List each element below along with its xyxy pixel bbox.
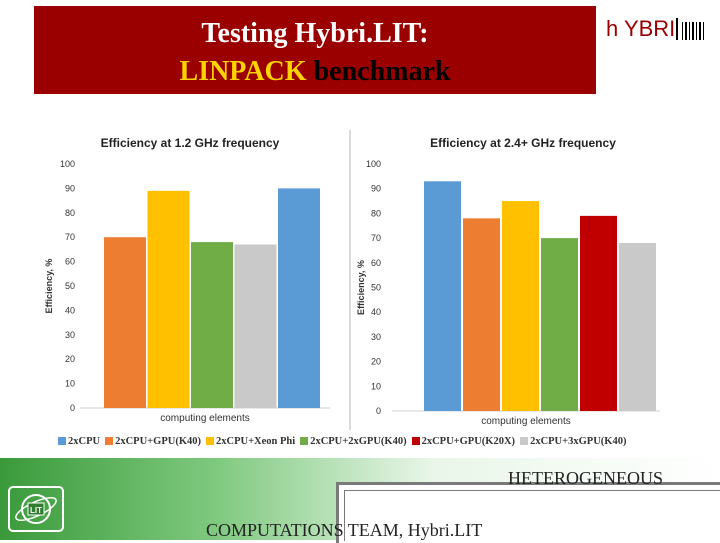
y-tick-label: 80: [371, 208, 381, 218]
bar-2xcpu: [278, 188, 320, 408]
logo-text: h YBRI: [606, 16, 676, 41]
legend-swatch: [105, 437, 114, 445]
barcode-icon: [676, 18, 704, 40]
y-axis-label: Efficiency, %: [356, 260, 366, 315]
y-tick-label: 70: [371, 233, 381, 243]
bar-2xcpu-xeon-phi: [502, 201, 539, 411]
legend-swatch: [205, 437, 214, 445]
y-tick-label: 60: [65, 257, 75, 267]
title-rest: benchmark: [306, 56, 451, 87]
legend-item: 2xCPU+GPU(K40): [105, 436, 201, 447]
y-axis-label: Efficiency, %: [44, 259, 54, 314]
legend-label: 2xCPU+GPU(K40): [115, 435, 201, 447]
footer-title-line1: HETEROGENEOUS: [508, 468, 663, 488]
charts-area: Efficiency at 1.2 GHz frequency 0 10 20 30 40…: [44, 130, 660, 430]
footer-frame: [336, 482, 720, 543]
footer-frame-inner: [344, 490, 720, 541]
legend-label: 2xCPU: [68, 435, 101, 447]
bar-2xcpu-2xgpu-k40-: [541, 238, 578, 411]
bar-2xcpu-3xgpu-k40-: [234, 244, 277, 408]
y-tick-label: 50: [65, 281, 75, 291]
bar-2xcpu-xeon-phi: [147, 190, 190, 408]
y-tick-label: 20: [65, 354, 75, 364]
x-axis-label: computing elements: [481, 416, 571, 427]
y-tick-label: 90: [371, 184, 381, 194]
y-tick-label: 100: [60, 159, 75, 169]
y-tick-label: 90: [65, 183, 75, 193]
title-highlight: LINPACK: [179, 56, 307, 87]
legend-swatch: [520, 437, 529, 445]
legend-item: 2xCPU+GPU(K20X): [411, 435, 516, 447]
bar-2xcpu-gpu-k20x-: [580, 215, 617, 411]
y-tick-label: 100: [366, 159, 381, 169]
y-tick-label: 0: [70, 403, 75, 413]
y-tick-label: 30: [371, 332, 381, 342]
lit-logo-icon: LIT: [8, 486, 64, 532]
chart-divider: [349, 130, 351, 430]
legend-item: 2xCPU+Xeon Phi: [205, 435, 296, 447]
y-tick-label: 40: [65, 305, 75, 315]
legend-item: 2xCPU+3xGPU(K40): [520, 436, 626, 447]
bar-2xcpu-gpu-k40-: [463, 218, 500, 411]
chart-title: Efficiency at 2.4+ GHz frequency: [430, 136, 616, 150]
y-tick-label: 30: [65, 330, 75, 340]
bar-2xcpu-2xgpu-k40-: [191, 242, 233, 408]
y-tick-label: 0: [376, 406, 381, 416]
y-tick-label: 10: [65, 379, 75, 389]
legend-swatch: [58, 437, 66, 445]
legend-swatch: [411, 437, 420, 445]
y-tick-label: 10: [371, 381, 381, 391]
legend-label: 2xCPU+GPU(K20X): [421, 435, 516, 447]
legend-item: 2xCPU+2xGPU(K40): [300, 435, 407, 447]
legend-swatch: [300, 437, 309, 445]
chart-legend: 2xCPU 2xCPU+GPU(K40) 2xCPU+Xeon Phi 2xCPU+2…: [58, 434, 631, 448]
legend-label: 2xCPU+Xeon Phi: [215, 435, 296, 447]
legend-label: 2xCPU+2xGPU(K40): [310, 435, 407, 447]
legend-item: 2xCPU: [58, 436, 100, 447]
y-tick-label: 20: [371, 357, 381, 367]
bar-2xcpu-3xgpu-k40-: [619, 243, 656, 411]
slide-title-line2: LINPACK benchmark: [34, 56, 596, 88]
title-banner: Testing Hybri.LIT: LINPACK benchmark: [34, 6, 596, 94]
svg-text:LIT: LIT: [30, 506, 42, 515]
chart-title: Efficiency at 1.2 GHz frequency: [101, 136, 280, 150]
y-tick-label: 50: [371, 283, 381, 293]
slide-title-line1: Testing Hybri.LIT:: [201, 18, 429, 49]
legend-label: 2xCPU+3xGPU(K40): [530, 435, 627, 447]
bar-2xcpu-gpu-k40-: [104, 237, 146, 408]
x-axis-label: computing elements: [160, 413, 250, 424]
y-tick-label: 70: [65, 232, 75, 242]
footer-title-line2: COMPUTATIONS TEAM, Hybri.LIT: [206, 520, 483, 540]
hybrilit-logo: h YBRI: [606, 14, 706, 46]
y-tick-label: 80: [65, 208, 75, 218]
bar-2xcpu: [424, 181, 461, 411]
y-tick-label: 60: [371, 258, 381, 268]
y-tick-label: 40: [371, 307, 381, 317]
